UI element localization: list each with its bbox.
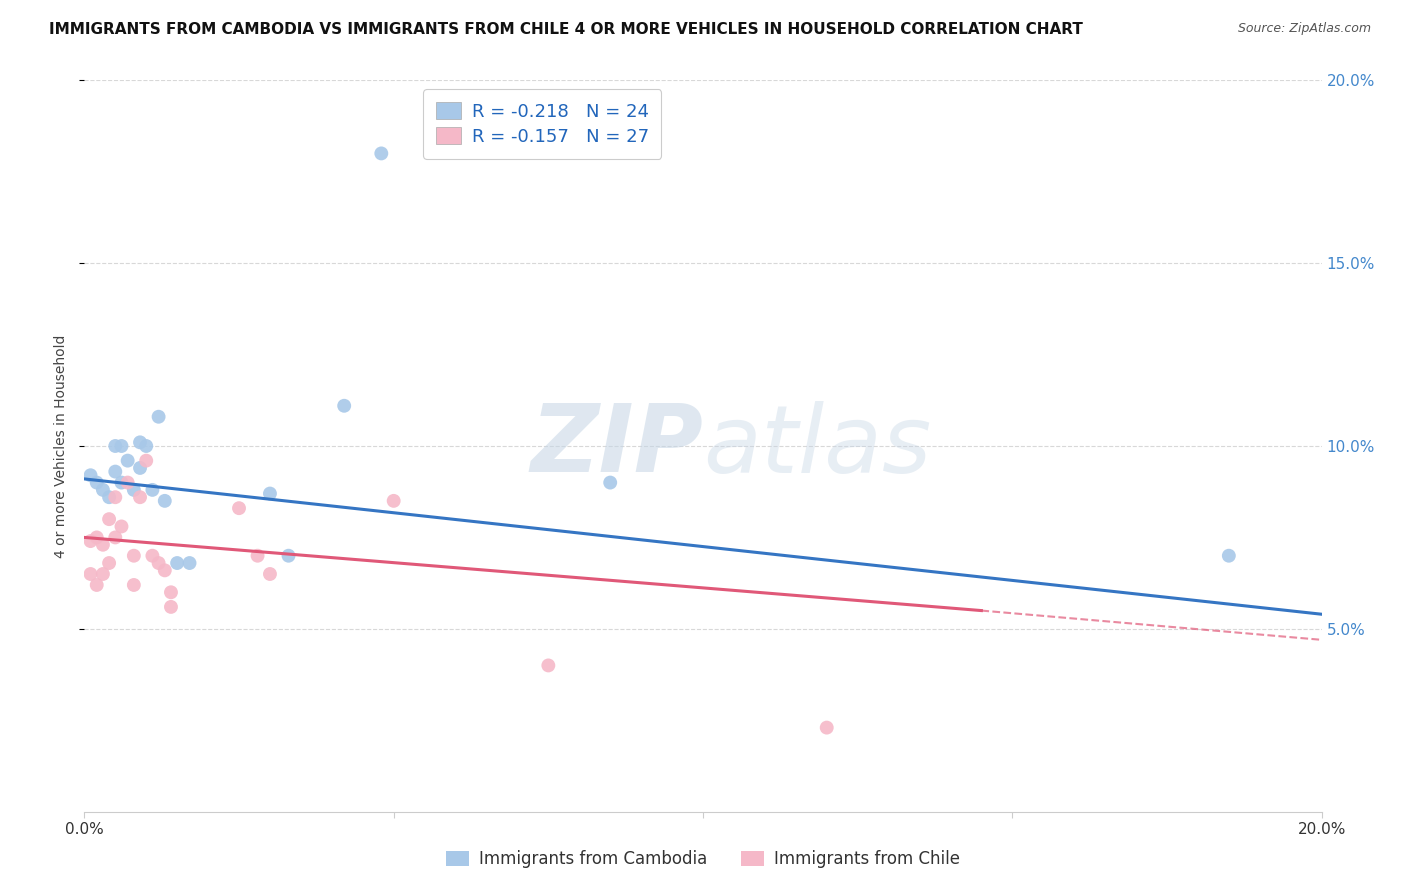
Point xyxy=(79,468,101,483)
Point xyxy=(166,556,188,570)
Text: Source: ZipAtlas.com: Source: ZipAtlas.com xyxy=(1237,22,1371,36)
Point xyxy=(110,439,132,453)
Point xyxy=(98,556,121,570)
Point xyxy=(129,461,152,475)
Point xyxy=(86,475,108,490)
Text: atlas: atlas xyxy=(703,401,931,491)
Point xyxy=(599,475,621,490)
Point xyxy=(122,483,145,497)
Point xyxy=(259,486,281,500)
Point xyxy=(160,599,183,614)
Point xyxy=(259,567,281,582)
Point xyxy=(122,578,145,592)
Point xyxy=(160,585,183,599)
Point xyxy=(110,519,132,533)
Point xyxy=(98,490,121,504)
Point xyxy=(179,556,201,570)
Legend: R = -0.218   N = 24, R = -0.157   N = 27: R = -0.218 N = 24, R = -0.157 N = 27 xyxy=(423,89,661,159)
Point xyxy=(117,475,139,490)
Point xyxy=(246,549,269,563)
Point xyxy=(153,563,176,577)
Point xyxy=(117,453,139,467)
Point xyxy=(91,567,114,582)
Point xyxy=(537,658,560,673)
Point xyxy=(98,512,121,526)
Point xyxy=(129,490,152,504)
Point xyxy=(228,501,250,516)
Point xyxy=(91,483,114,497)
Point xyxy=(104,439,127,453)
Point xyxy=(277,549,299,563)
Point xyxy=(141,549,163,563)
Text: ZIP: ZIP xyxy=(530,400,703,492)
Point xyxy=(122,549,145,563)
Point xyxy=(370,146,392,161)
Point xyxy=(79,534,101,549)
Point xyxy=(148,409,170,424)
Point xyxy=(104,490,127,504)
Point xyxy=(86,578,108,592)
Point xyxy=(104,465,127,479)
Point xyxy=(110,475,132,490)
Legend: Immigrants from Cambodia, Immigrants from Chile: Immigrants from Cambodia, Immigrants fro… xyxy=(439,844,967,875)
Point xyxy=(104,530,127,544)
Point xyxy=(129,435,152,450)
Point xyxy=(815,721,838,735)
Point xyxy=(1218,549,1240,563)
Point xyxy=(148,556,170,570)
Point xyxy=(153,494,176,508)
Y-axis label: 4 or more Vehicles in Household: 4 or more Vehicles in Household xyxy=(55,334,69,558)
Point xyxy=(79,567,101,582)
Text: IMMIGRANTS FROM CAMBODIA VS IMMIGRANTS FROM CHILE 4 OR MORE VEHICLES IN HOUSEHOL: IMMIGRANTS FROM CAMBODIA VS IMMIGRANTS F… xyxy=(49,22,1083,37)
Point xyxy=(382,494,405,508)
Point xyxy=(333,399,356,413)
Point xyxy=(135,439,157,453)
Point xyxy=(91,538,114,552)
Point xyxy=(135,453,157,467)
Point xyxy=(141,483,163,497)
Point xyxy=(86,530,108,544)
